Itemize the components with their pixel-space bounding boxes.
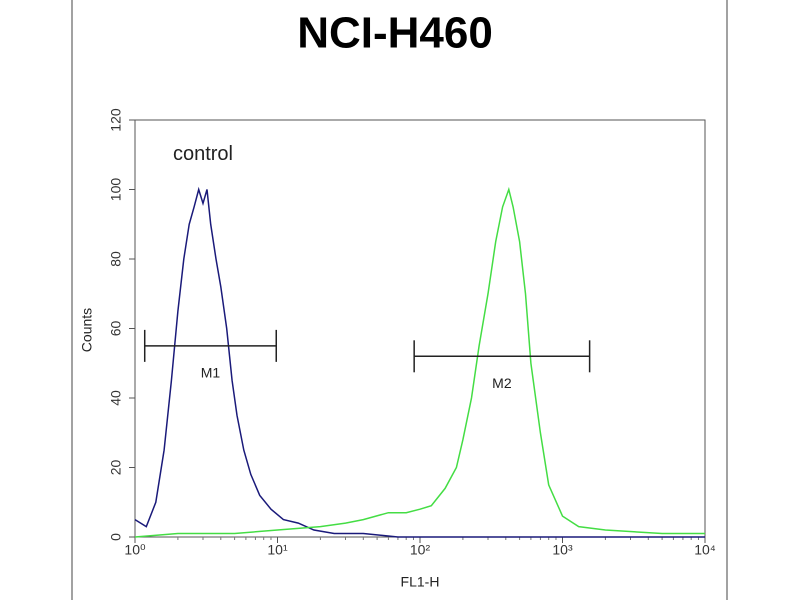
y-tick-label: 20: [108, 460, 124, 476]
plot-frame: [134, 119, 706, 538]
y-axis-label: Counts: [79, 308, 95, 352]
x-axis-label: FL1-H: [401, 574, 440, 590]
y-tick-label: 0: [108, 533, 124, 541]
x-tick-label: 10⁴: [694, 542, 716, 558]
marker-label: M1: [201, 365, 221, 381]
x-tick-label: 10²: [410, 542, 431, 558]
x-tick-label: 10¹: [267, 542, 288, 558]
y-tick-label: 60: [108, 321, 124, 337]
histogram-line: [134, 186, 705, 538]
chart-title: NCI-H460: [297, 9, 493, 58]
x-tick-label: 10⁰: [124, 542, 146, 558]
marker-label: M2: [492, 375, 512, 391]
y-tick-label: 40: [108, 390, 124, 406]
annotation: control: [173, 143, 233, 165]
x-tick-label: 10³: [552, 542, 573, 558]
y-tick-label: 100: [108, 178, 124, 202]
y-tick-label: 80: [108, 251, 124, 267]
y-tick-label: 120: [108, 108, 124, 132]
histogram-line: [134, 186, 705, 538]
